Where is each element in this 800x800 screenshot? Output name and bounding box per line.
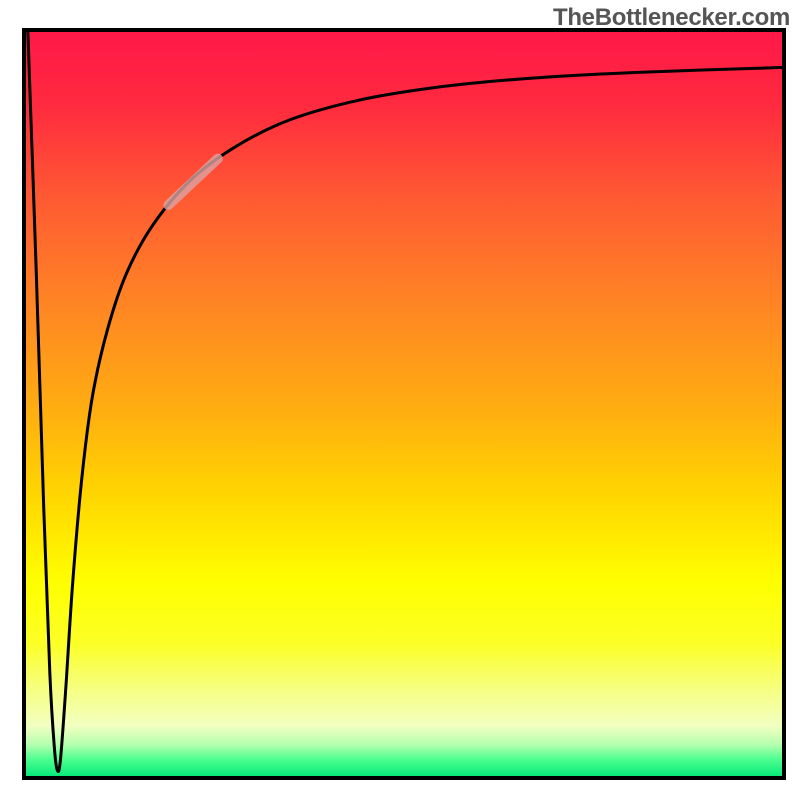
plot-background — [24, 30, 784, 778]
bottleneck-chart — [0, 0, 800, 800]
watermark-label: TheBottlenecker.com — [553, 4, 790, 32]
chart-container: TheBottlenecker.com — [0, 0, 800, 800]
